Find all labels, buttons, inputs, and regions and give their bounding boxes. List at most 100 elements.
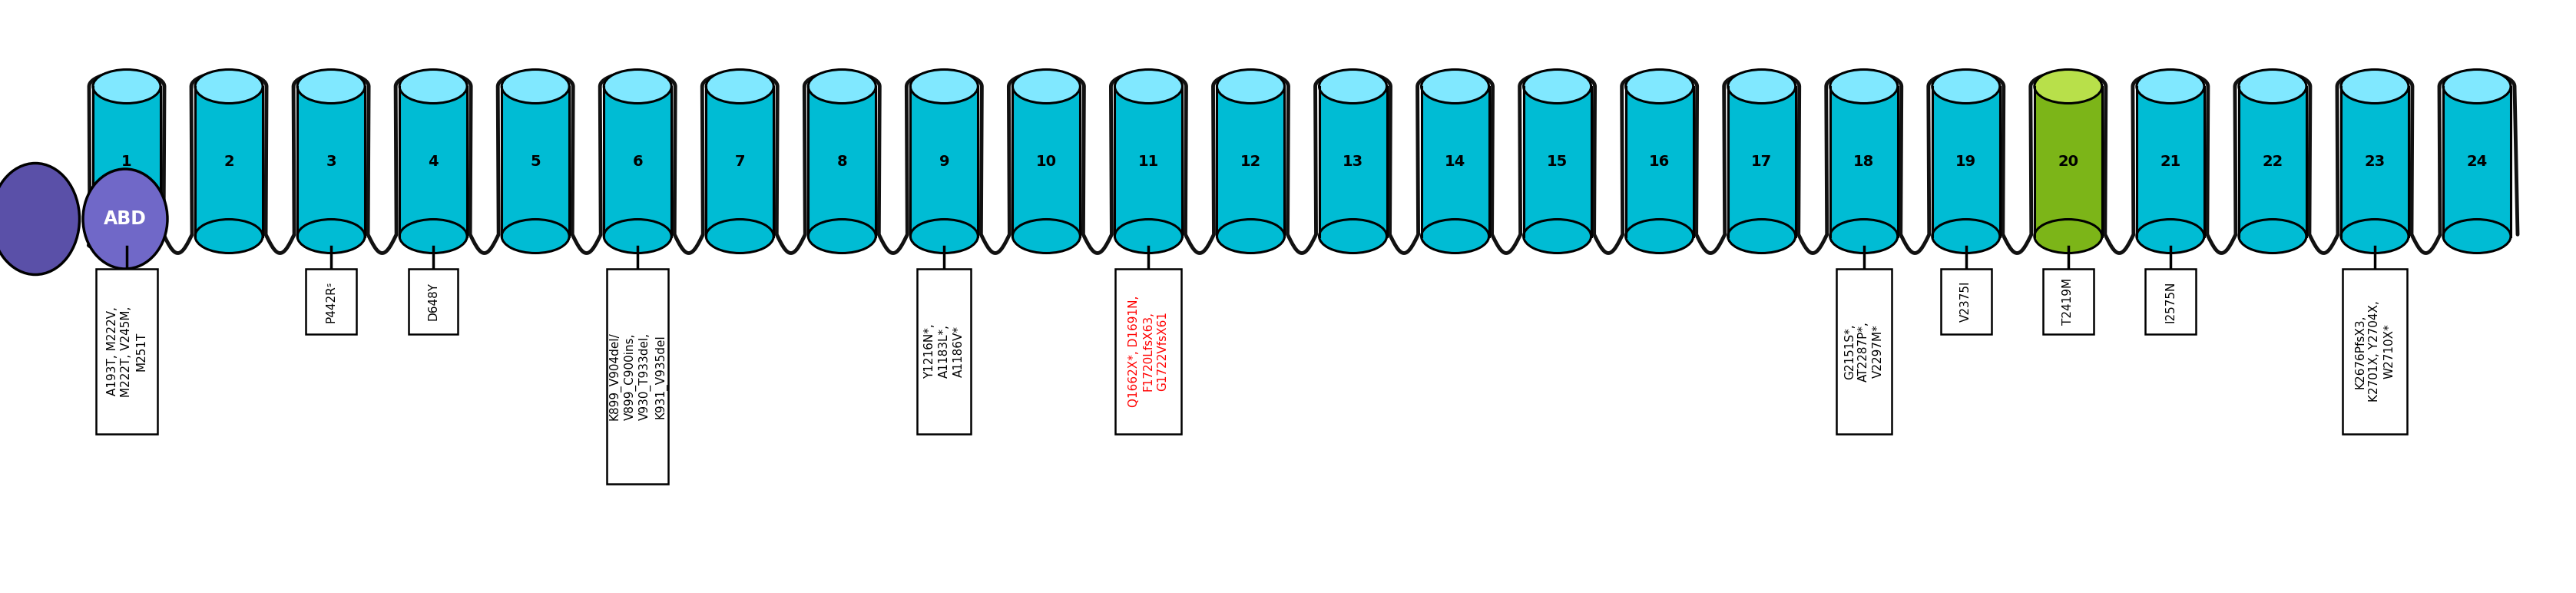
Ellipse shape	[1216, 219, 1285, 253]
Bar	[917, 269, 971, 434]
Ellipse shape	[2442, 219, 2509, 253]
Text: 18: 18	[1852, 154, 1873, 168]
Ellipse shape	[2442, 69, 2509, 103]
Ellipse shape	[2035, 219, 2102, 253]
Bar	[2339, 87, 2409, 236]
Ellipse shape	[296, 69, 366, 103]
Ellipse shape	[502, 219, 569, 253]
Bar	[2136, 87, 2202, 236]
Ellipse shape	[2136, 69, 2202, 103]
Text: P442Rˢ: P442Rˢ	[325, 280, 337, 323]
Ellipse shape	[1728, 219, 1795, 253]
Text: 10: 10	[1036, 154, 1056, 168]
Bar	[1625, 87, 1692, 236]
Ellipse shape	[1115, 69, 1182, 103]
Text: 21: 21	[2159, 154, 2179, 168]
Bar	[196, 87, 263, 236]
Ellipse shape	[1319, 219, 1386, 253]
Ellipse shape	[2339, 69, 2409, 103]
Ellipse shape	[1522, 219, 1589, 253]
Text: A193T, M222V,
M222T, V245M,
M251T: A193T, M222V, M222T, V245M, M251T	[106, 306, 147, 397]
Text: V2375I: V2375I	[1960, 281, 1971, 322]
Ellipse shape	[1728, 69, 1795, 103]
Text: 23: 23	[2365, 154, 2385, 168]
Ellipse shape	[1829, 219, 1896, 253]
Bar	[2442, 87, 2509, 236]
Bar	[1422, 87, 1489, 236]
Bar	[399, 87, 466, 236]
Ellipse shape	[909, 69, 979, 103]
Ellipse shape	[1932, 219, 1999, 253]
Ellipse shape	[1012, 219, 1079, 253]
Bar	[2035, 87, 2102, 236]
Bar	[1216, 87, 1285, 236]
Text: I2575N: I2575N	[2164, 280, 2177, 323]
Ellipse shape	[1625, 69, 1692, 103]
Ellipse shape	[2035, 69, 2102, 103]
Bar	[1522, 87, 1589, 236]
Ellipse shape	[502, 69, 569, 103]
Bar	[2143, 269, 2195, 334]
Text: 3: 3	[325, 154, 337, 168]
Text: D648Y: D648Y	[428, 282, 438, 321]
Text: 6: 6	[631, 154, 641, 168]
Ellipse shape	[1522, 69, 1589, 103]
Text: 14: 14	[1445, 154, 1466, 168]
Text: 11: 11	[1139, 154, 1159, 168]
Text: 19: 19	[1955, 154, 1976, 168]
Ellipse shape	[0, 163, 80, 275]
Bar	[307, 269, 355, 334]
Ellipse shape	[1932, 69, 1999, 103]
Text: 5: 5	[531, 154, 541, 168]
Ellipse shape	[1422, 69, 1489, 103]
Text: 16: 16	[1649, 154, 1669, 168]
Text: Q1662X*, D1691N,
F1720LfsX63,
G1722VfsX61: Q1662X*, D1691N, F1720LfsX63, G1722VfsX6…	[1128, 295, 1170, 407]
Ellipse shape	[399, 219, 466, 253]
Bar	[95, 269, 157, 434]
Ellipse shape	[909, 219, 979, 253]
Bar	[603, 87, 672, 236]
Text: 24: 24	[2465, 154, 2486, 168]
Text: T2419M: T2419M	[2061, 278, 2074, 325]
Bar	[909, 87, 979, 236]
Text: 13: 13	[1342, 154, 1363, 168]
Text: G2151S*,
AT2287P*,
V2297M*: G2151S*, AT2287P*, V2297M*	[1844, 321, 1883, 382]
Bar	[1829, 87, 1896, 236]
Bar	[809, 87, 876, 236]
Ellipse shape	[82, 169, 167, 269]
Bar	[2342, 269, 2406, 434]
Ellipse shape	[2239, 219, 2306, 253]
Bar	[2239, 87, 2306, 236]
Ellipse shape	[809, 69, 876, 103]
Text: Y1216N*,
A1183L*,
A1186V*: Y1216N*, A1183L*, A1186V*	[925, 324, 963, 379]
Ellipse shape	[1829, 69, 1896, 103]
Ellipse shape	[1422, 219, 1489, 253]
Bar	[296, 87, 366, 236]
Text: 1: 1	[121, 154, 131, 168]
Bar	[1012, 87, 1079, 236]
Ellipse shape	[603, 69, 672, 103]
Ellipse shape	[1625, 219, 1692, 253]
Ellipse shape	[2239, 69, 2306, 103]
Bar	[93, 87, 160, 236]
Bar	[1115, 269, 1182, 434]
Ellipse shape	[296, 219, 366, 253]
Text: 20: 20	[2058, 154, 2079, 168]
Text: 4: 4	[428, 154, 438, 168]
Ellipse shape	[1115, 219, 1182, 253]
Ellipse shape	[1216, 69, 1285, 103]
Text: ABD: ABD	[103, 210, 147, 228]
Bar	[1932, 87, 1999, 236]
Bar	[502, 87, 569, 236]
Bar	[1728, 87, 1795, 236]
Ellipse shape	[603, 219, 672, 253]
Text: 9: 9	[938, 154, 948, 168]
Ellipse shape	[196, 219, 263, 253]
Ellipse shape	[196, 69, 263, 103]
Ellipse shape	[706, 219, 773, 253]
Bar	[1115, 87, 1182, 236]
Text: 15: 15	[1546, 154, 1566, 168]
Bar	[1837, 269, 1891, 434]
Ellipse shape	[93, 69, 160, 103]
Text: 7: 7	[734, 154, 744, 168]
